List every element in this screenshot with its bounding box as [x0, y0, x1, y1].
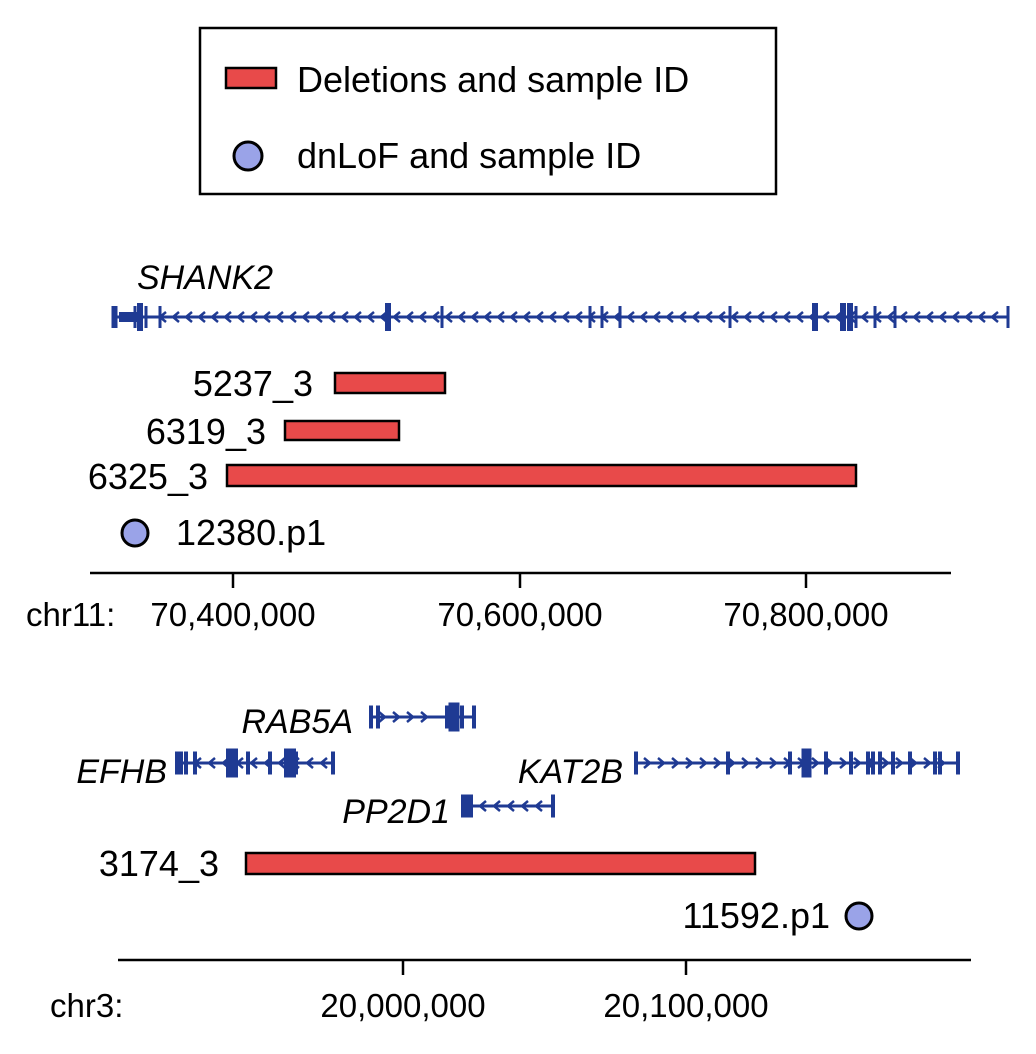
tick-label: 70,800,000 [723, 596, 888, 633]
tick-label: 20,000,000 [320, 987, 485, 1024]
legend-deletion-swatch [224, 66, 278, 90]
legend-deletion-label: Deletions and sample ID [297, 59, 689, 100]
deletion-label-6319: 6319_3 [146, 411, 266, 452]
tick-label: 20,100,000 [603, 987, 768, 1024]
panel-chr11: SHANK2 5237_3 6319_3 6325_3 12380.p1 chr… [26, 259, 1010, 633]
deletion-label-3174: 3174_3 [99, 843, 219, 884]
axis-chr3: chr3: 20,000,000 20,100,000 [50, 958, 971, 1024]
dnlof-point-11592 [844, 901, 874, 931]
gene-label-rab5a: RAB5A [242, 703, 354, 741]
gene-label-pp2d1: PP2D1 [342, 793, 450, 831]
deletion-bar-3174 [244, 851, 757, 876]
legend: Deletions and sample ID dnLoF and sample… [198, 26, 778, 196]
axis-chr11: chr11: 70,400,000 70,600,000 70,800,000 [26, 571, 951, 633]
deletion-label-6325: 6325_3 [88, 456, 208, 497]
deletion-bar-5237 [333, 371, 447, 395]
gene-label-shank2: SHANK2 [137, 259, 273, 297]
gene-tracks-chr3 [175, 702, 960, 818]
axis-chrom-label: chr11: [26, 596, 115, 633]
dnlof-label-11592: 11592.p1 [683, 895, 830, 936]
axis-chrom-label: chr3: [50, 987, 123, 1024]
tick-label: 70,600,000 [437, 596, 602, 633]
gene-label-efhb: EFHB [76, 753, 167, 791]
tick-label: 70,400,000 [150, 596, 315, 633]
deletion-label-5237: 5237_3 [193, 363, 313, 404]
dnlof-point-12380 [120, 518, 150, 548]
deletion-bar-6319 [283, 419, 401, 442]
gene-track-shank2 [111, 303, 1010, 331]
legend-box [198, 26, 778, 196]
deletion-bar-6325 [225, 463, 858, 488]
dnlof-label-12380: 12380.p1 [176, 512, 326, 553]
gene-label-kat2b: KAT2B [518, 753, 623, 791]
legend-dnlof-label: dnLoF and sample ID [297, 135, 641, 176]
legend-dnlof-swatch [232, 140, 264, 172]
panel-chr3: RAB5A EFHB KAT2B PP2D1 3174_3 11592.p1 c… [50, 702, 971, 1024]
